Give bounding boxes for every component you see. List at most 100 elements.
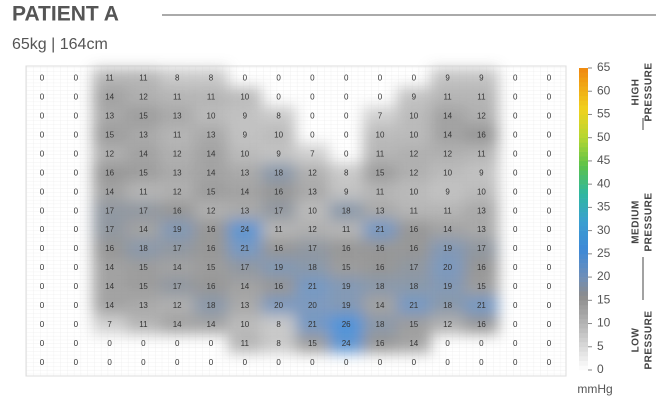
cell-value: 0 — [479, 339, 484, 348]
cell-value: 0 — [513, 225, 518, 234]
cell-value: 18 — [274, 168, 283, 177]
cell-value: 12 — [173, 149, 182, 158]
heat-cell — [464, 276, 499, 296]
cell-value: 10 — [443, 168, 452, 177]
cell-value: 0 — [141, 358, 146, 367]
cell-value: 0 — [479, 358, 484, 367]
heat-cell — [160, 144, 195, 164]
colorbar-segment — [579, 100, 588, 106]
heat-cell — [261, 258, 296, 277]
cell-value: 14 — [139, 149, 148, 158]
cell-value: 16 — [409, 244, 418, 253]
heat-cell — [261, 182, 296, 202]
colorbar-segment — [579, 160, 588, 166]
cell-value: 0 — [378, 93, 383, 102]
cell-value: 18 — [443, 301, 452, 310]
colorbar-tick-label: 20 — [597, 269, 611, 283]
cell-value: 12 — [207, 206, 216, 215]
cell-value: 15 — [139, 263, 148, 272]
cell-value: 13 — [308, 187, 317, 196]
cell-value: 21 — [409, 301, 418, 310]
colorbar-tick-label: 45 — [597, 153, 611, 167]
heat-cell — [261, 201, 296, 221]
heat-cell — [160, 220, 195, 240]
cell-value: 18 — [342, 206, 351, 215]
heat-cell — [295, 258, 330, 277]
cell-value: 0 — [378, 358, 383, 367]
cell-value: 21 — [477, 301, 486, 310]
colorbar-tick-label: 15 — [597, 292, 611, 306]
colorbar-tick-label: 5 — [597, 339, 604, 353]
heat-cell — [363, 220, 397, 240]
heat-cell — [396, 87, 431, 107]
cell-value: 17 — [308, 244, 317, 253]
cell-value: 14 — [207, 168, 216, 177]
pressure-label: PRESSURE — [644, 62, 655, 121]
cell-value: 0 — [547, 168, 552, 177]
colorbar-segment — [579, 295, 588, 301]
cell-value: 14 — [443, 112, 452, 121]
cell-value: 0 — [513, 339, 518, 348]
heat-cell — [329, 314, 364, 334]
heat-cell — [194, 106, 228, 126]
heat-cell — [363, 182, 397, 202]
cell-value: 0 — [547, 149, 552, 158]
heat-cell — [92, 239, 127, 259]
cell-value: 11 — [139, 187, 148, 196]
cell-value: 18 — [139, 244, 148, 253]
heat-cell — [430, 220, 465, 240]
cell-value: 11 — [443, 206, 452, 215]
colorbar-segment — [579, 95, 588, 101]
heat-cell — [430, 144, 465, 164]
colorbar-segment — [579, 170, 588, 176]
heat-cell — [430, 68, 465, 88]
heat-layer — [92, 68, 499, 353]
cell-value: 13 — [139, 301, 148, 310]
cell-value: 8 — [209, 74, 214, 83]
heat-cell — [227, 239, 262, 259]
cell-value: 0 — [74, 244, 79, 253]
cell-value: 0 — [107, 358, 112, 367]
heat-cell — [396, 106, 431, 126]
cell-value: 0 — [547, 225, 552, 234]
heat-cell — [329, 276, 364, 296]
cell-value: 14 — [240, 187, 249, 196]
colorbar-segment — [579, 360, 588, 366]
cell-value: 15 — [139, 282, 148, 291]
cell-value: 0 — [40, 93, 45, 102]
heat-cell — [396, 276, 431, 296]
cell-value: 15 — [342, 263, 351, 272]
heat-cell — [261, 125, 296, 145]
cell-value: 0 — [344, 112, 349, 121]
colorbar-segment — [579, 365, 588, 371]
cell-value: 11 — [376, 149, 385, 158]
heat-cell — [92, 295, 127, 315]
cell-value: 10 — [207, 112, 216, 121]
heat-cell — [227, 106, 262, 126]
heat-cell — [126, 201, 161, 221]
cell-value: 0 — [74, 225, 79, 234]
colorbar-segment — [579, 133, 588, 138]
cell-value: 0 — [74, 320, 79, 329]
cell-value: 11 — [443, 93, 452, 102]
cell-value: 10 — [477, 187, 486, 196]
heat-cell — [430, 125, 465, 145]
heat-cell — [295, 239, 330, 259]
cell-value: 20 — [443, 263, 452, 272]
heat-cell — [92, 68, 127, 88]
cell-value: 15 — [207, 263, 216, 272]
colorbar-segment — [579, 346, 588, 352]
heat-cell — [227, 314, 262, 334]
heat-cell — [126, 106, 161, 126]
heat-cell — [126, 68, 161, 88]
colorbar-segment — [579, 109, 588, 115]
heat-cell — [295, 163, 330, 183]
cell-value: 10 — [409, 112, 418, 121]
cell-value: 13 — [139, 130, 148, 139]
heat-cell — [126, 295, 161, 315]
cell-value: 0 — [310, 112, 315, 121]
cell-value: 15 — [477, 282, 486, 291]
heat-cell — [261, 106, 296, 126]
cell-value: 21 — [308, 320, 317, 329]
